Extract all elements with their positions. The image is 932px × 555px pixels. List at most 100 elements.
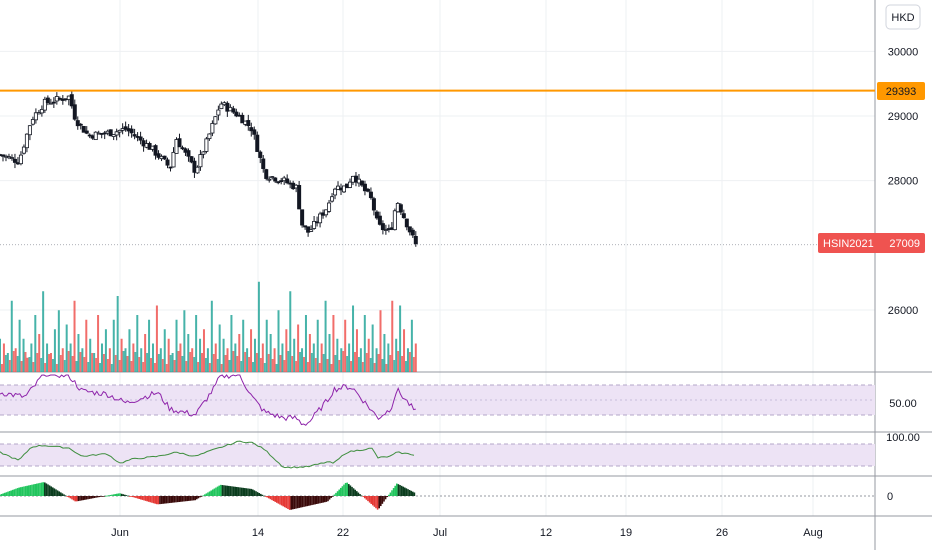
volume-bar — [212, 354, 215, 372]
volume-bar — [377, 354, 380, 372]
osc-bar — [192, 496, 195, 501]
osc-bar — [29, 485, 32, 496]
osc-bar — [76, 496, 78, 502]
osc-bar — [184, 496, 187, 502]
volume-bar — [0, 364, 3, 372]
volume-bar — [38, 334, 41, 372]
osc-bar — [140, 496, 142, 500]
osc-bar — [32, 484, 35, 496]
volume-bar — [144, 334, 147, 372]
candle-body — [24, 133, 29, 149]
osc-bar — [408, 489, 411, 496]
osc-bar — [328, 496, 331, 500]
time-tick-label: Jun — [111, 527, 129, 539]
volume-bar — [63, 360, 66, 372]
osc-bar — [61, 493, 64, 496]
volume-bar — [295, 361, 298, 372]
volume-bar — [81, 348, 84, 372]
candle-body — [162, 155, 167, 160]
volume-bar — [195, 315, 198, 372]
osc-bar — [245, 488, 248, 496]
volume-bar — [134, 352, 137, 372]
osc-bar — [232, 486, 235, 496]
osc-bar — [136, 496, 139, 499]
volume-bar — [318, 363, 321, 372]
candle-body — [156, 153, 161, 158]
volume-bar — [197, 362, 200, 372]
candle — [219, 101, 224, 110]
osc-bar — [10, 490, 12, 496]
osc-bar — [277, 496, 280, 504]
candle — [279, 177, 284, 185]
candle — [129, 125, 134, 138]
osc-bar — [154, 496, 156, 504]
volume-bar — [73, 300, 76, 372]
osc-bar — [162, 496, 164, 504]
volume-bar — [252, 362, 255, 372]
candle — [114, 128, 119, 141]
volume-bar — [165, 364, 168, 372]
candle-body — [377, 215, 382, 225]
candle-body — [180, 147, 185, 150]
volume-bar — [365, 353, 368, 372]
candle-body — [324, 209, 329, 216]
osc-bar — [340, 487, 342, 496]
osc-bar — [226, 485, 228, 496]
stoch-tick-label: 100.00 — [886, 432, 920, 444]
osc-bar — [210, 490, 212, 496]
resistance-price-tag — [877, 82, 925, 100]
osc-bar — [100, 496, 102, 497]
osc-bar — [322, 496, 324, 503]
volume-bar — [140, 348, 143, 372]
candle-body — [33, 112, 38, 121]
volume-bar — [106, 359, 109, 372]
osc-bar — [269, 496, 272, 500]
volume-bar — [406, 348, 409, 372]
osc-bar — [413, 492, 416, 496]
osc-bar — [280, 496, 283, 506]
candle — [192, 157, 197, 178]
time-tick-label: 26 — [716, 527, 728, 539]
volume-bar — [324, 300, 327, 372]
candle-body — [297, 185, 302, 210]
candle-body — [249, 127, 254, 132]
osc-bar — [248, 488, 251, 496]
osc-bar — [178, 496, 180, 502]
volume-bar — [303, 357, 306, 372]
volume-bar — [138, 357, 141, 372]
candle — [198, 149, 203, 171]
currency-label: HKD — [891, 12, 914, 24]
osc-bar — [26, 485, 28, 496]
candle — [285, 174, 290, 185]
candle-body — [392, 210, 397, 231]
candle — [111, 134, 116, 141]
volume-bar — [283, 360, 286, 372]
volume-bar — [389, 355, 392, 372]
volume-bar — [83, 357, 86, 372]
candle — [407, 226, 412, 236]
currency-badge[interactable] — [885, 4, 921, 30]
osc-bar — [228, 485, 230, 496]
volume-bar — [404, 361, 407, 372]
osc-bar — [332, 496, 334, 497]
osc-bar — [327, 496, 329, 502]
candle — [153, 144, 158, 160]
osc-bar — [375, 496, 377, 509]
volume-bar — [285, 329, 288, 372]
candle-body — [216, 109, 221, 116]
osc-bar — [261, 494, 264, 496]
osc-bar — [186, 496, 188, 502]
candle-body — [93, 131, 98, 141]
stoch-band — [0, 443, 875, 467]
candle-body — [138, 136, 143, 141]
volume-bar — [57, 310, 60, 372]
osc-bar — [372, 496, 374, 506]
osc-bar — [386, 496, 388, 498]
candle — [33, 108, 38, 124]
volume-bar — [210, 300, 213, 372]
osc-bar — [397, 484, 400, 496]
volume-bar — [18, 319, 21, 372]
volume-bar — [232, 351, 235, 372]
volume-bar — [340, 348, 343, 372]
